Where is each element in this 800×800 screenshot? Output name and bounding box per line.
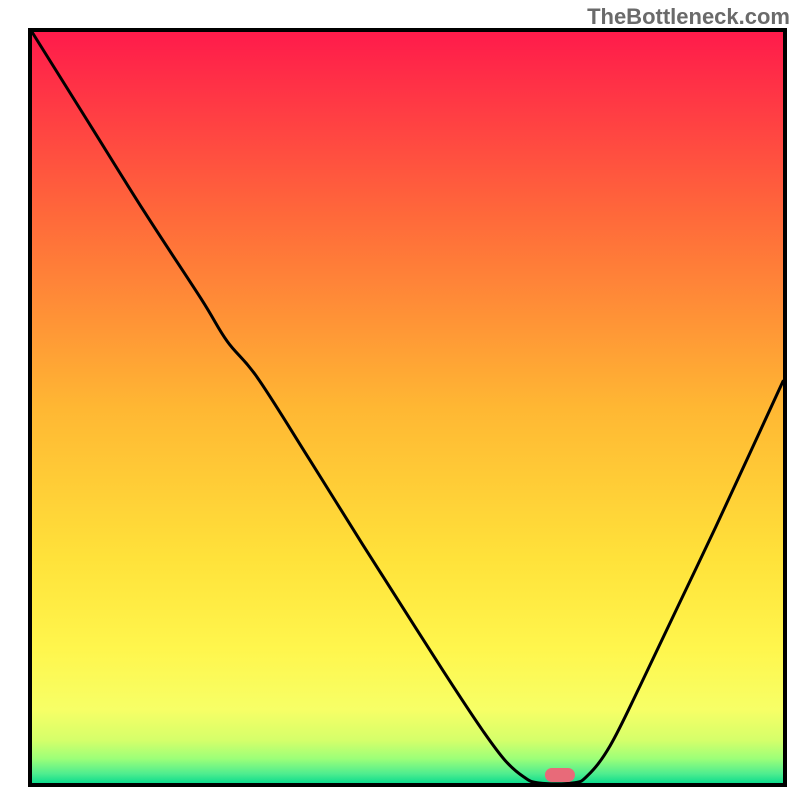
bottleneck-chart bbox=[0, 0, 800, 800]
watermark-text: TheBottleneck.com bbox=[587, 4, 790, 30]
optimal-marker bbox=[545, 768, 575, 782]
gradient-background bbox=[30, 30, 785, 785]
